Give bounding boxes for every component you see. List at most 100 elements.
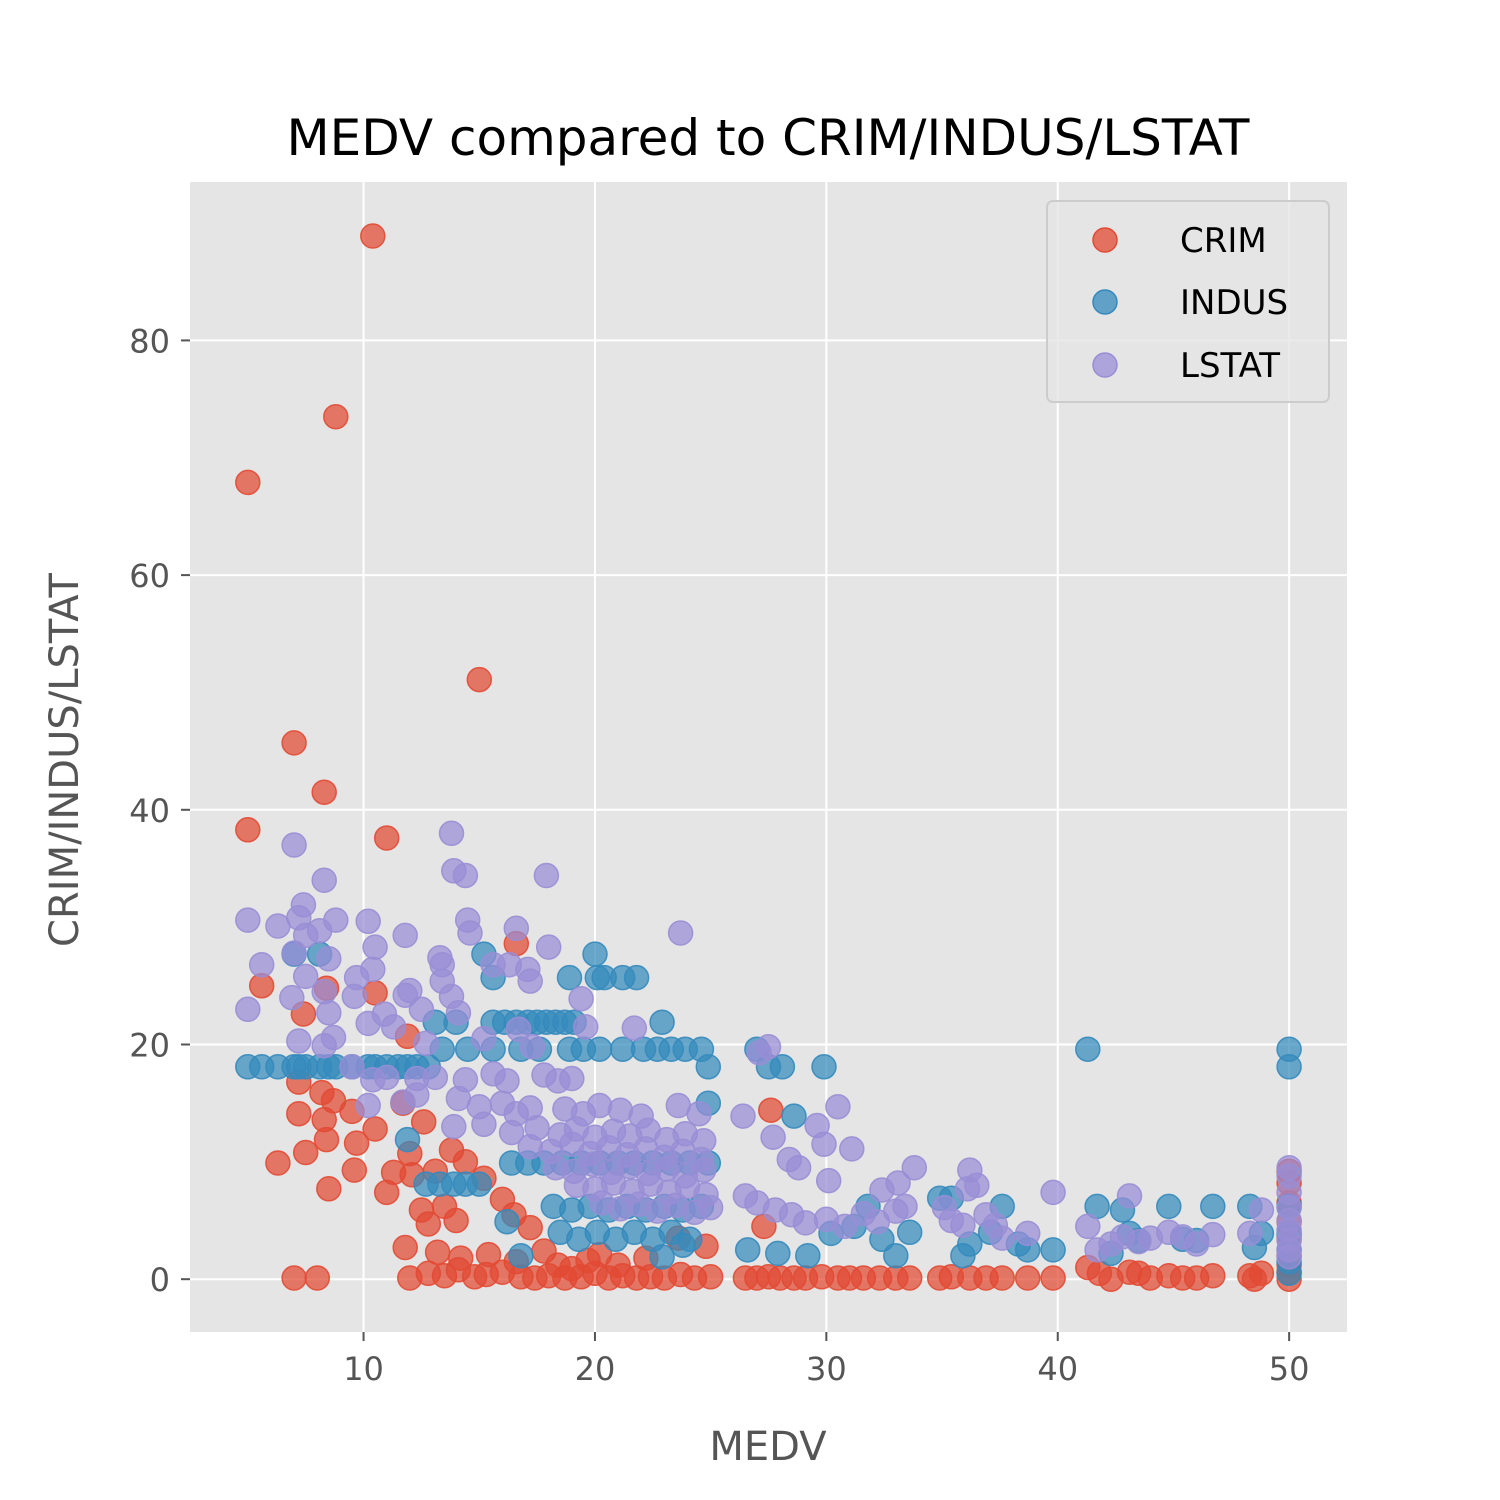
point-crim <box>286 1100 312 1127</box>
point-lstat <box>503 915 530 942</box>
point-crim <box>1200 1262 1226 1289</box>
point-lstat <box>235 996 261 1023</box>
point-lstat <box>292 963 319 990</box>
point-lstat <box>413 1030 439 1057</box>
point-crim <box>373 825 400 851</box>
point-crim <box>1040 1265 1066 1291</box>
point-crim <box>517 1214 543 1241</box>
y-tick-label: 40 <box>129 792 170 830</box>
point-lstat <box>1014 1220 1041 1247</box>
point-indus <box>1040 1237 1066 1263</box>
legend-label-crim: CRIM <box>1180 221 1267 261</box>
legend: CRIM INDUS LSTAT <box>1046 200 1330 403</box>
point-indus <box>466 1171 493 1197</box>
legend-label-indus: INDUS <box>1180 283 1288 323</box>
point-lstat <box>517 1133 543 1160</box>
point-lstat <box>480 951 506 978</box>
point-lstat <box>517 968 543 994</box>
point-crim <box>410 1109 437 1135</box>
point-lstat <box>586 1092 613 1119</box>
point-lstat <box>471 1111 497 1138</box>
point-crim <box>1248 1260 1275 1287</box>
point-lstat <box>341 983 368 1010</box>
point-lstat <box>667 920 694 946</box>
point-lstat <box>380 1014 407 1040</box>
point-indus <box>811 1054 837 1080</box>
point-lstat <box>1276 1244 1302 1270</box>
point-crim <box>373 1179 400 1206</box>
point-lstat <box>316 946 342 972</box>
point-crim <box>575 1247 601 1274</box>
point-lstat <box>281 832 307 858</box>
point-indus <box>556 964 583 991</box>
point-indus <box>781 1103 807 1129</box>
point-lstat <box>422 1064 449 1091</box>
point-crim <box>466 666 493 693</box>
point-lstat <box>494 1068 520 1094</box>
point-lstat <box>559 1065 585 1092</box>
y-tick-label: 80 <box>129 322 170 360</box>
point-lstat <box>452 862 479 889</box>
point-crim <box>235 817 261 843</box>
point-lstat <box>1040 1179 1066 1206</box>
point-lstat <box>235 907 261 933</box>
point-crim <box>758 1097 784 1123</box>
point-lstat <box>355 908 381 935</box>
point-crim <box>313 1126 340 1153</box>
point-lstat <box>785 1154 812 1181</box>
point-indus <box>586 1036 613 1062</box>
point-indus <box>896 1219 923 1246</box>
point-lstat <box>730 1103 756 1129</box>
x-axis-label: MEDV <box>709 1424 827 1470</box>
point-indus <box>494 1208 520 1235</box>
point-indus <box>1075 1036 1101 1062</box>
point-lstat <box>397 977 423 1004</box>
point-crim <box>343 1130 370 1156</box>
x-tick-label: 50 <box>1269 1350 1310 1388</box>
point-lstat <box>892 1193 918 1220</box>
point-lstat <box>1200 1221 1226 1248</box>
point-lstat <box>825 1093 851 1120</box>
point-lstat <box>1237 1220 1263 1247</box>
point-lstat <box>1248 1197 1275 1223</box>
point-indus <box>1156 1193 1182 1220</box>
point-lstat <box>885 1170 911 1196</box>
point-lstat <box>690 1157 717 1183</box>
point-crim <box>415 1211 442 1237</box>
point-crim <box>431 1193 458 1220</box>
point-lstat <box>989 1225 1015 1251</box>
point-lstat <box>498 1119 525 1146</box>
point-lstat <box>311 978 337 1005</box>
chart-title: MEDV compared to CRIM/INDUS/LSTAT <box>287 109 1250 167</box>
point-crim <box>323 403 349 430</box>
legend-marker-indus <box>1092 289 1118 315</box>
point-lstat <box>408 996 435 1023</box>
point-lstat <box>392 922 418 949</box>
point-indus <box>769 1054 796 1080</box>
x-tick-label: 20 <box>575 1350 616 1388</box>
point-lstat <box>697 1194 724 1221</box>
y-tick-label: 20 <box>129 1027 170 1065</box>
point-crim <box>1014 1265 1041 1291</box>
point-crim <box>392 1234 418 1261</box>
point-lstat <box>621 1015 648 1041</box>
point-lstat <box>339 1054 365 1080</box>
point-crim <box>362 1116 388 1142</box>
point-lstat <box>355 1092 381 1119</box>
y-tick-label: 60 <box>129 557 170 595</box>
point-crim <box>697 1264 724 1290</box>
point-lstat <box>811 1131 837 1157</box>
point-lstat <box>1075 1213 1101 1240</box>
legend-box <box>1046 200 1330 403</box>
point-indus <box>765 1240 791 1267</box>
y-axis-label: CRIM/INDUS/LSTAT <box>42 573 88 947</box>
point-indus <box>1200 1193 1226 1220</box>
point-lstat <box>438 820 465 847</box>
data-points <box>235 223 1302 1292</box>
legend-marker-lstat <box>1092 352 1118 378</box>
point-lstat <box>362 934 388 960</box>
point-lstat <box>839 1136 865 1162</box>
point-crim <box>281 1265 307 1291</box>
